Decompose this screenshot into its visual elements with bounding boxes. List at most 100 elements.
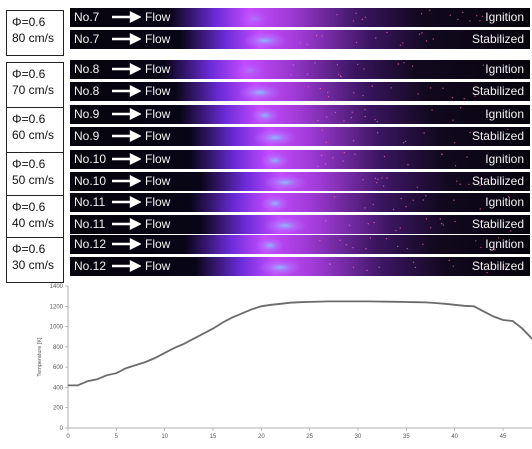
y-tick-label: 600 xyxy=(53,365,64,371)
flow-label: Flow xyxy=(145,107,170,121)
case-number: No.7 xyxy=(74,32,99,46)
temperature-point xyxy=(232,317,233,318)
flow-label: Flow xyxy=(145,174,170,188)
case-number: No.11 xyxy=(74,217,105,231)
temperature-point xyxy=(290,302,291,303)
stage-label: Stabilized xyxy=(472,259,524,273)
temperature-point xyxy=(445,303,446,304)
case-number: No.10 xyxy=(74,152,106,166)
stage-label: Ignition xyxy=(485,10,524,24)
temperature-point xyxy=(483,311,484,312)
temperature-point xyxy=(522,328,523,329)
temperature-point xyxy=(406,302,407,303)
y-tick-label: 800 xyxy=(53,345,64,351)
flow-label: Flow xyxy=(145,84,170,98)
flow-arrow-icon xyxy=(111,152,141,166)
temperature-point xyxy=(358,301,359,302)
temperature-point xyxy=(387,301,388,302)
temperature-point xyxy=(203,333,204,334)
temperature-point xyxy=(68,385,69,386)
x-tick-label: 15 xyxy=(210,434,217,440)
y-tick-label: 1200 xyxy=(50,304,64,310)
case-number: No.9 xyxy=(74,107,99,121)
y-tick-label: 200 xyxy=(53,406,64,412)
flow-arrow-icon xyxy=(111,10,141,24)
case-number: No.9 xyxy=(74,129,99,143)
y-axis-label: Temperature [K] xyxy=(37,337,43,377)
y-tick-label: 1000 xyxy=(50,325,64,331)
temperature-point xyxy=(435,303,436,304)
flow-arrow-icon xyxy=(111,195,141,209)
temperature-point xyxy=(512,321,513,322)
flame-strip: No.12 Flow Ignition xyxy=(70,235,530,254)
x-tick-label: 35 xyxy=(403,434,410,440)
x-tick-label: 40 xyxy=(451,434,458,440)
flow-arrow-icon xyxy=(111,107,141,121)
temperature-point xyxy=(464,305,465,306)
stage-label: Ignition xyxy=(485,195,524,209)
temperature-point xyxy=(454,304,455,305)
temperature-point xyxy=(300,302,301,303)
temperature-point xyxy=(425,302,426,303)
temperature-point xyxy=(155,358,156,359)
temperature-point xyxy=(251,309,252,310)
temperature-point xyxy=(174,348,175,349)
stage-label: Stabilized xyxy=(472,32,524,46)
stage-label: Ignition xyxy=(485,152,524,166)
temperature-point xyxy=(213,328,214,329)
stage-label: Ignition xyxy=(485,237,524,251)
flame-strip: No.10 Flow Ignition xyxy=(70,150,530,169)
temperature-point xyxy=(77,385,78,386)
flow-label: Flow xyxy=(145,152,170,166)
flow-velocity: 40 cm/s xyxy=(12,215,63,231)
flow-label: Flow xyxy=(145,237,170,251)
temperature-series-line xyxy=(68,301,532,385)
stage-label: Stabilized xyxy=(472,84,524,98)
flow-arrow-icon xyxy=(111,174,141,188)
temperature-point xyxy=(222,322,223,323)
equivalence-ratio: Φ=0.6 xyxy=(12,241,63,257)
x-tick-label: 5 xyxy=(115,434,119,440)
flow-label: Flow xyxy=(145,217,170,231)
temperature-point xyxy=(97,379,98,380)
flow-velocity: 50 cm/s xyxy=(12,172,63,188)
temperature-point xyxy=(126,368,127,369)
temperature-point xyxy=(474,306,475,307)
y-tick-label: 0 xyxy=(60,426,64,432)
flow-velocity: 80 cm/s xyxy=(12,30,63,46)
temperature-point xyxy=(106,375,107,376)
y-tick-label: 400 xyxy=(53,385,64,391)
temperature-point xyxy=(242,313,243,314)
temperature-point xyxy=(309,302,310,303)
case-number: No.12 xyxy=(74,237,106,251)
equivalence-ratio: Φ=0.6 xyxy=(12,156,63,172)
case-number: No.8 xyxy=(74,62,99,76)
x-tick-label: 0 xyxy=(66,434,70,440)
y-tick-label: 1400 xyxy=(50,284,64,290)
flow-label: Flow xyxy=(145,62,170,76)
temperature-point xyxy=(329,301,330,302)
x-tick-label: 10 xyxy=(161,434,168,440)
case-number: No.7 xyxy=(74,10,99,24)
temperature-point xyxy=(193,338,194,339)
x-tick-label: 20 xyxy=(258,434,265,440)
equivalence-ratio: Φ=0.6 xyxy=(12,199,63,215)
temperature-point xyxy=(416,302,417,303)
temperature-point xyxy=(261,306,262,307)
temperature-point xyxy=(493,316,494,317)
flow-label: Flow xyxy=(145,32,170,46)
case-number: No.10 xyxy=(74,174,106,188)
temperature-point xyxy=(396,301,397,302)
